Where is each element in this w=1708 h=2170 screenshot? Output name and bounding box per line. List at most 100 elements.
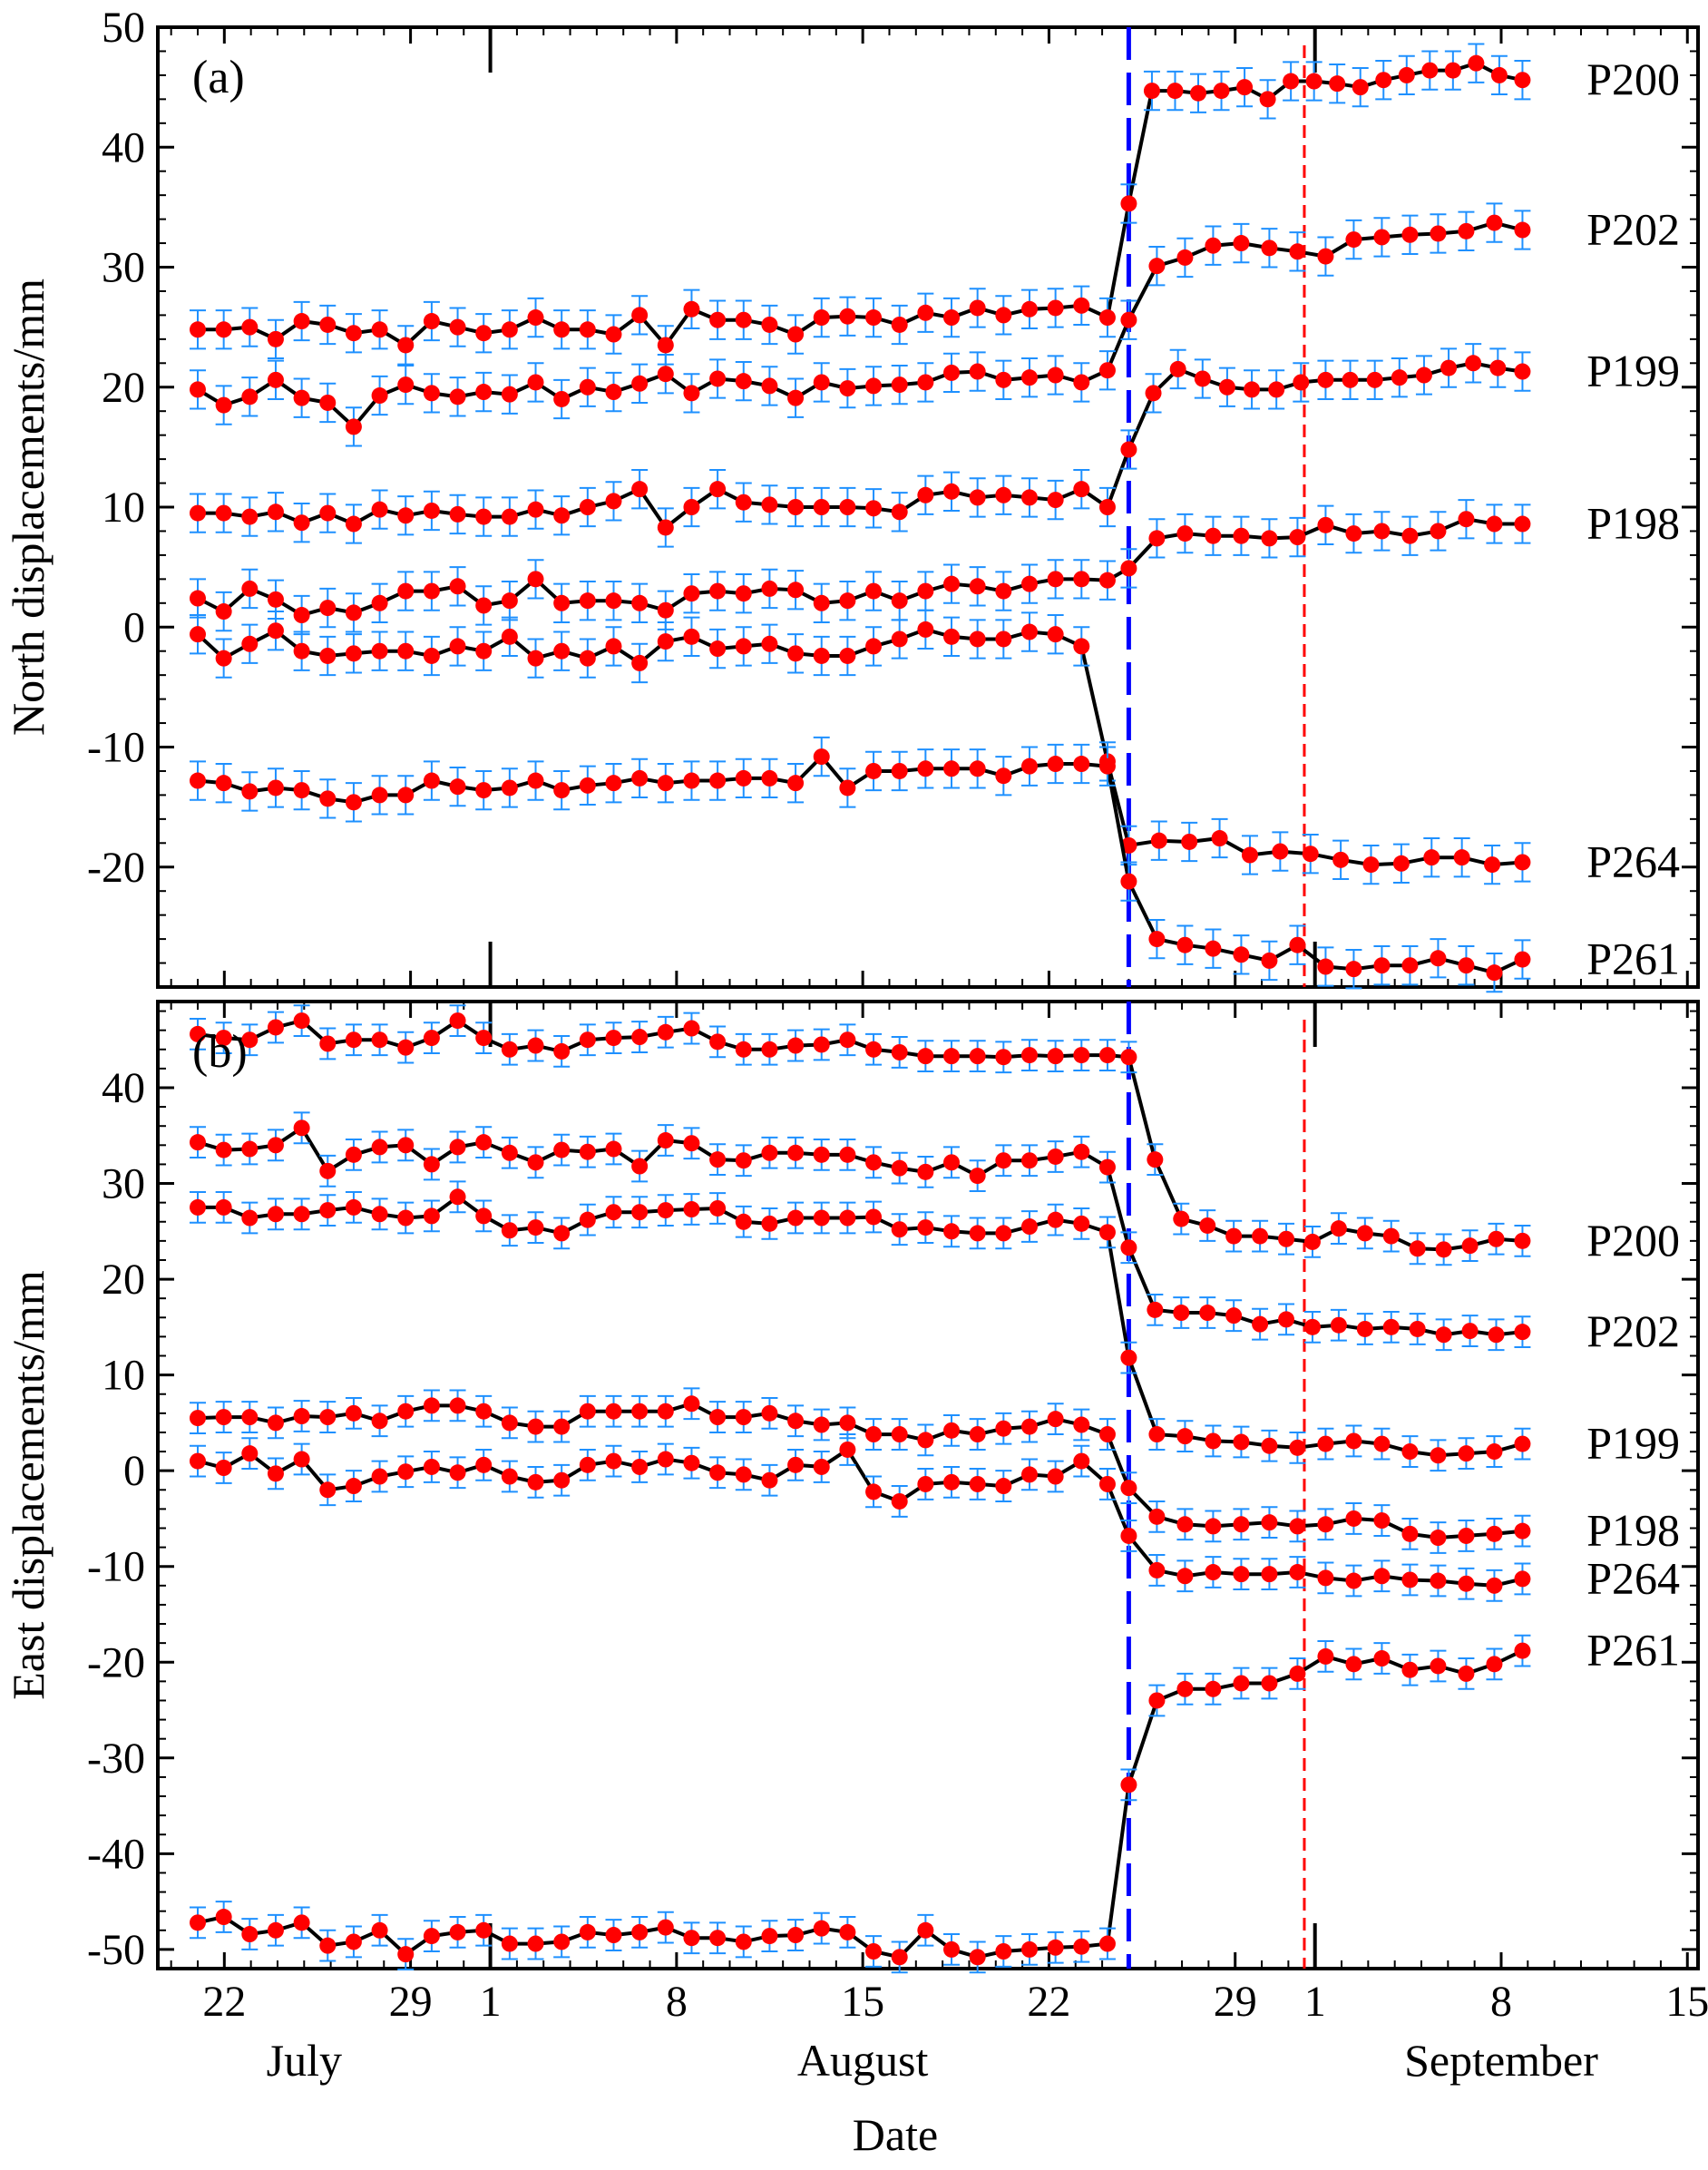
- data-point: [891, 1492, 908, 1510]
- data-point: [1375, 72, 1392, 89]
- data-point: [995, 1478, 1012, 1495]
- data-point: [527, 1154, 544, 1171]
- data-point: [1458, 1527, 1475, 1544]
- data-point: [1514, 363, 1531, 380]
- data-point: [1047, 1148, 1064, 1165]
- data-point: [813, 1920, 830, 1937]
- data-point: [423, 313, 440, 330]
- data-point: [1317, 1516, 1334, 1533]
- data-point: [891, 1043, 908, 1061]
- data-point: [1330, 1316, 1347, 1334]
- data-point: [241, 1926, 259, 1943]
- data-point: [1289, 936, 1306, 953]
- data-point: [1317, 958, 1334, 975]
- data-point: [683, 1454, 700, 1471]
- data-point: [579, 1403, 596, 1420]
- data-point: [1373, 1568, 1391, 1585]
- data-point: [553, 1471, 571, 1489]
- data-point: [1458, 1665, 1475, 1682]
- data-point: [709, 582, 727, 600]
- data-point: [501, 1414, 518, 1432]
- series-p199: P199: [189, 1180, 1680, 1472]
- data-point: [1244, 381, 1261, 398]
- data-point: [917, 1163, 934, 1180]
- data-point: [1261, 1566, 1278, 1583]
- y-tick-label: -40: [87, 1830, 145, 1878]
- data-point: [1120, 560, 1137, 577]
- data-point: [1401, 226, 1419, 243]
- data-point: [189, 590, 206, 607]
- x-tick-label: 15: [841, 1978, 884, 2026]
- data-point: [839, 308, 856, 325]
- data-point: [995, 1420, 1012, 1437]
- data-point: [761, 377, 778, 395]
- data-point: [1366, 371, 1383, 388]
- data-point: [1098, 499, 1116, 515]
- data-point: [1268, 381, 1285, 398]
- data-point: [1283, 73, 1300, 90]
- data-point: [709, 370, 727, 387]
- data-point: [605, 638, 622, 655]
- data-point: [1073, 1938, 1090, 1955]
- data-point: [865, 377, 883, 395]
- data-point: [1373, 1650, 1391, 1667]
- data-point: [267, 779, 284, 797]
- data-point: [1289, 1665, 1306, 1682]
- data-point: [501, 1935, 518, 1952]
- data-point: [215, 1909, 232, 1926]
- data-point: [761, 1928, 778, 1945]
- data-point: [1401, 957, 1419, 974]
- data-point: [1392, 855, 1410, 872]
- data-point: [527, 1473, 544, 1491]
- data-point: [1356, 1320, 1373, 1337]
- data-point: [423, 1458, 440, 1475]
- data-point: [943, 760, 961, 777]
- data-point: [709, 481, 727, 498]
- data-point: [1020, 623, 1038, 640]
- y-tick-label: -10: [87, 724, 145, 772]
- data-point: [189, 1134, 206, 1151]
- data-point: [241, 1031, 259, 1049]
- data-point: [813, 309, 830, 327]
- data-point: [1236, 79, 1254, 96]
- data-point: [657, 366, 674, 383]
- data-point: [1073, 571, 1090, 588]
- data-point: [527, 772, 544, 789]
- data-point: [631, 1158, 649, 1175]
- data-point: [1147, 1301, 1164, 1318]
- data-point: [1120, 1049, 1137, 1066]
- data-point: [709, 1930, 727, 1947]
- data-point: [631, 1923, 649, 1940]
- data-point: [1047, 571, 1064, 588]
- data-point: [1261, 239, 1278, 257]
- series-line: [197, 1648, 1524, 1960]
- data-point: [293, 313, 310, 330]
- data-point: [1098, 1158, 1116, 1176]
- data-point: [1020, 1047, 1038, 1064]
- data-point: [475, 1134, 493, 1151]
- y-tick-label: 50: [102, 4, 145, 52]
- data-point: [1329, 75, 1346, 93]
- data-point: [371, 387, 388, 405]
- data-point: [1205, 527, 1222, 544]
- data-point: [267, 1019, 284, 1036]
- data-point: [579, 378, 596, 396]
- data-point: [943, 1154, 961, 1171]
- data-point: [1020, 1152, 1038, 1169]
- series-p264: P264: [189, 609, 1680, 886]
- data-point: [1430, 1530, 1447, 1547]
- y-tick-label: 40: [102, 1064, 145, 1112]
- data-point: [1261, 530, 1278, 547]
- data-point: [735, 1213, 752, 1230]
- data-point: [1261, 1514, 1278, 1531]
- data-point: [501, 1041, 518, 1058]
- data-point: [1233, 1433, 1250, 1451]
- data-point: [605, 1140, 622, 1158]
- data-point: [1120, 1349, 1137, 1366]
- data-point: [1190, 84, 1207, 102]
- data-point: [1278, 1230, 1295, 1247]
- data-point: [917, 1048, 934, 1065]
- data-point: [891, 762, 908, 779]
- panel-b: 40 30 20 10 0 -10 -20 -30 -40 -50 P200 P202 P199 P198…: [3, 1000, 1700, 1974]
